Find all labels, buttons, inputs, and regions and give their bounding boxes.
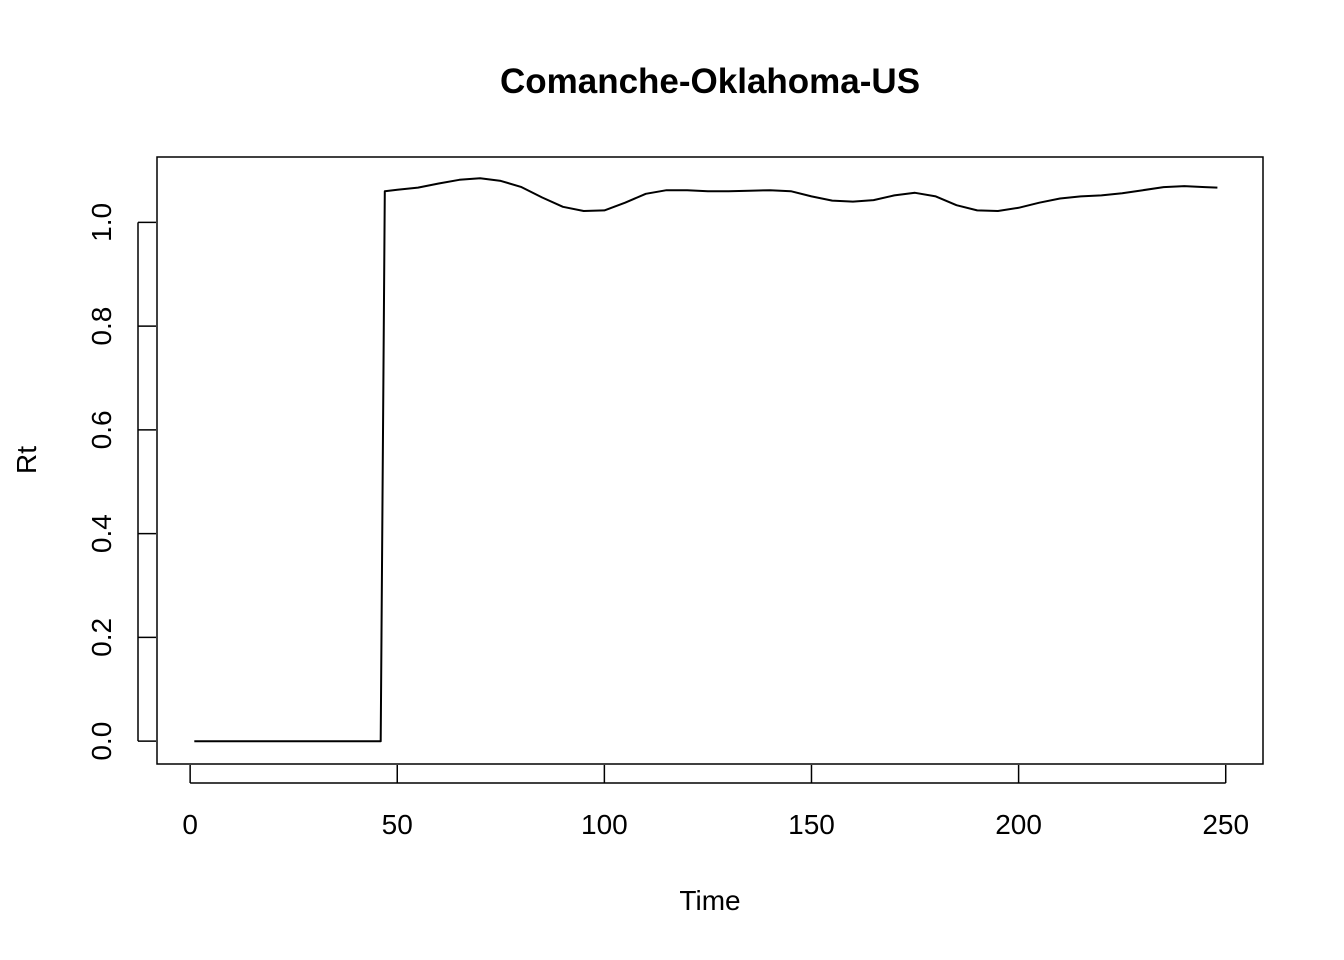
y-tick-label: 0.4 [86,514,117,553]
x-tick-label: 50 [382,809,413,840]
y-tick-label: 1.0 [86,203,117,242]
series-line [194,177,1218,743]
x-tick-label: 0 [182,809,198,840]
x-tick-label: 100 [581,809,628,840]
x-tick-label: 200 [995,809,1042,840]
x-axis-label: Time [679,885,740,916]
y-tick-label: 0.2 [86,618,117,657]
plot-frame [156,156,1264,765]
y-tick-label: 0.6 [86,410,117,449]
y-axis-label: Rt [11,446,42,474]
x-tick-label: 250 [1202,809,1249,840]
y-axis: 0.0 0.2 0.4 0.6 0.8 1.0 [86,203,156,761]
chart-title: Comanche-Oklahoma-US [500,62,920,101]
y-tick-label: 0.0 [86,722,117,761]
x-tick-label: 150 [788,809,835,840]
y-tick-label: 0.8 [86,307,117,346]
x-axis: 0 50 100 150 200 250 [182,765,1249,840]
